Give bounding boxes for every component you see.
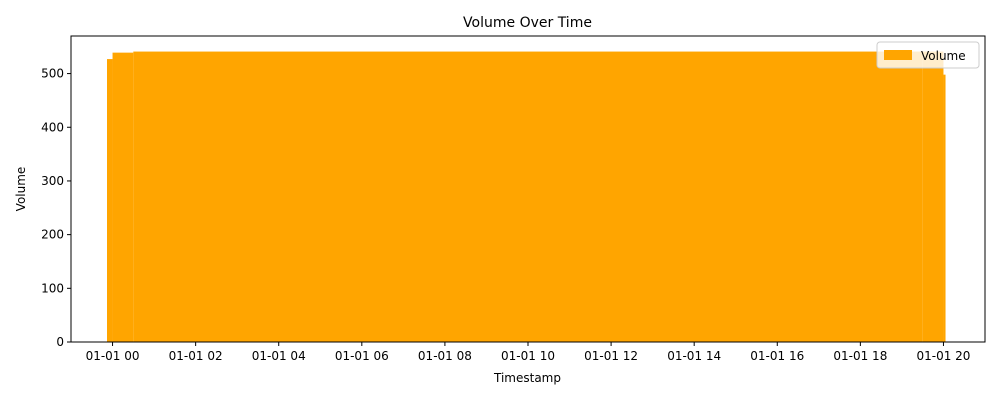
volume-bar (107, 59, 113, 343)
x-axis: 01-01 00 01-01 02 01-01 04 01-01 06 01-01 08… (86, 342, 970, 363)
x-tick-label: 01-01 08 (418, 349, 472, 363)
x-tick-label: 01-01 10 (501, 349, 555, 363)
x-tick-label: 01-01 16 (750, 349, 804, 363)
x-tick-label: 01-01 18 (833, 349, 887, 363)
volume-bar (943, 74, 946, 342)
chart-title: Volume Over Time (463, 15, 592, 31)
volume-bar (133, 51, 923, 342)
x-tick-label: 01-01 04 (252, 349, 306, 363)
volume-bar (922, 51, 944, 342)
y-tick-label: 400 (41, 120, 64, 134)
y-tick-label: 200 (41, 228, 64, 242)
y-tick-label: 0 (56, 335, 64, 349)
y-tick-label: 300 (41, 174, 64, 188)
y-tick-label: 100 (41, 281, 64, 295)
x-tick-label: 01-01 06 (335, 349, 389, 363)
x-tick-label: 01-01 14 (667, 349, 721, 363)
x-tick-label: 01-01 00 (86, 349, 140, 363)
y-tick-label: 500 (41, 67, 64, 81)
volume-bars (107, 51, 946, 343)
y-axis-label: Volume (14, 167, 28, 212)
x-tick-label: 01-01 20 (916, 349, 970, 363)
volume-bar (112, 52, 134, 343)
x-tick-label: 01-01 12 (584, 349, 638, 363)
x-tick-label: 01-01 02 (169, 349, 223, 363)
y-axis: 0 100 200 300 400 500 (41, 67, 71, 349)
x-axis-label: Timestamp (493, 371, 561, 385)
legend-swatch-volume (884, 50, 912, 60)
legend: Volume (876, 41, 980, 69)
legend-box (876, 41, 980, 69)
legend-label-volume: Volume (921, 49, 966, 63)
